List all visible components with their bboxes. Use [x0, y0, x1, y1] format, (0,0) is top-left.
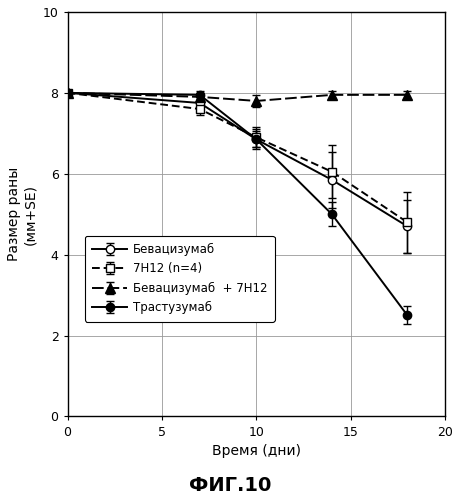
Y-axis label: Размер раны
(мм+SE): Размер раны (мм+SE): [7, 167, 37, 262]
X-axis label: Время (дни): Время (дни): [212, 444, 300, 458]
Text: ФИГ.10: ФИГ.10: [188, 476, 271, 495]
Legend: Бевацизумаб, 7H12 (n=4), Бевацизумаб  + 7H12, Трастузумаб: Бевацизумаб, 7H12 (n=4), Бевацизумаб + 7…: [84, 236, 274, 322]
